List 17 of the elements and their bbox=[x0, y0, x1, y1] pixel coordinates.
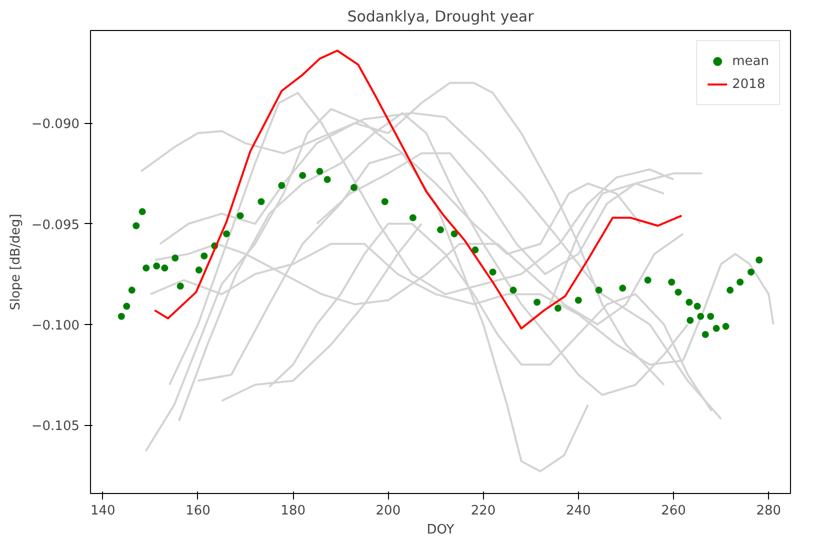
y-tick-label: −0.090 bbox=[31, 117, 80, 132]
x-tick-label: 240 bbox=[566, 504, 591, 518]
x-tick-label: 180 bbox=[280, 504, 306, 518]
legend-label: mean bbox=[732, 54, 769, 68]
y-axis-title: Slope [dB/deg] bbox=[8, 214, 24, 310]
x-tick-label: 280 bbox=[756, 504, 782, 518]
x-axis-title: DOY bbox=[426, 522, 454, 538]
x-tick-label: 160 bbox=[186, 504, 210, 518]
chart-title: Sodanklya, Drought year bbox=[347, 8, 535, 26]
x-tick-label: 220 bbox=[470, 504, 496, 518]
y-tick-label: −0.095 bbox=[31, 218, 80, 233]
x-tick-label: 200 bbox=[376, 504, 401, 518]
y-tick-label: −0.100 bbox=[31, 318, 80, 334]
x-tick-label: 260 bbox=[661, 504, 686, 518]
y-tick-label: −0.105 bbox=[31, 419, 80, 434]
legend-label: 2018 bbox=[732, 76, 766, 92]
x-tick-label: 140 bbox=[90, 504, 116, 518]
